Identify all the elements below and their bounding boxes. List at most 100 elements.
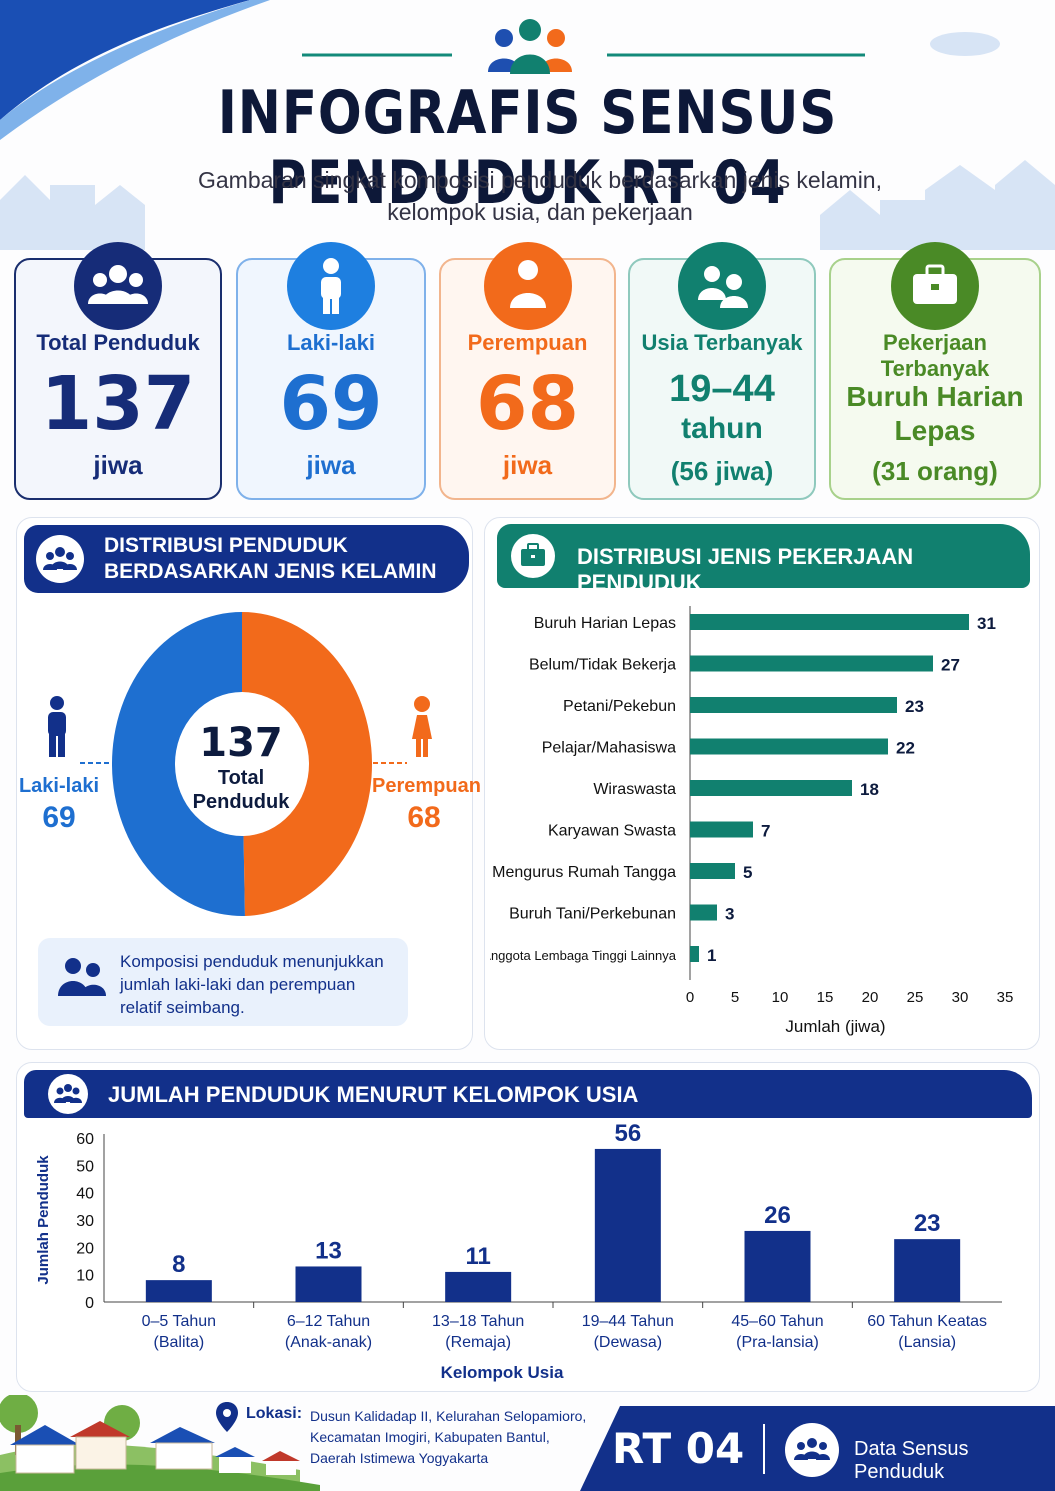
footer-banner: [580, 1406, 1055, 1491]
job-bar: [690, 655, 933, 672]
card-value: 19–44: [669, 368, 775, 410]
footer-decoration: [0, 1395, 320, 1491]
donut-center-label-1: Total: [217, 767, 265, 789]
job-category-label: Anggota Lembaga Tinggi Lainnya: [490, 948, 677, 963]
card-label: Usia Terbanyak: [641, 330, 803, 355]
briefcase-icon: [891, 242, 979, 330]
card-unit: jiwa: [502, 450, 553, 480]
job-category-label: Belum/Tidak Bekerja: [529, 657, 676, 674]
age-card: Usia Terbanyak 19–44 tahun (56 jiwa): [628, 242, 816, 500]
card-label: Total Penduduk: [36, 330, 200, 355]
card-unit: jiwa: [306, 450, 356, 480]
age-bar: [744, 1230, 811, 1302]
age-category-sublabel: (Balita): [153, 1334, 204, 1351]
job-category-label: Buruh Tani/Perkebunan: [509, 906, 676, 923]
job-bar: [690, 821, 753, 838]
job-x-tick: 35: [997, 989, 1014, 1006]
card-value: 137: [40, 361, 196, 447]
job-x-tick: 20: [862, 989, 879, 1006]
male-legend: Laki-laki 69: [16, 775, 102, 838]
donut-slice-female: [242, 612, 372, 916]
age-y-tick: 30: [76, 1213, 94, 1230]
briefcase-icon: [511, 534, 555, 578]
age-bar: [295, 1266, 362, 1302]
job-bar: [690, 863, 735, 879]
job-bar: [690, 614, 969, 630]
age-category-label: 19–44 Tahun: [582, 1313, 674, 1330]
job-bar-value: 3: [725, 905, 734, 924]
location-label: Lokasi:: [246, 1405, 303, 1422]
age-y-tick: 40: [76, 1186, 94, 1203]
card-value-unit: tahun: [681, 412, 763, 445]
age-category-sublabel: (Anak-anak): [285, 1334, 372, 1351]
age-panel-title: JUMLAH PENDUDUK MENURUT KELOMPOK USIA: [108, 1082, 639, 1107]
age-bar-value: 8: [172, 1251, 185, 1278]
job-x-tick: 30: [952, 989, 969, 1006]
job-card: Pekerjaan Terbanyak Buruh Harian Lepas (…: [829, 242, 1041, 500]
job-bar-value: 22: [896, 739, 915, 758]
age-y-tick: 20: [76, 1240, 94, 1257]
job-bar: [690, 738, 888, 755]
job-bar-value: 23: [905, 697, 924, 716]
job-bar-value: 7: [761, 822, 770, 841]
job-bar-value: 31: [977, 614, 996, 633]
job-x-tick: 0: [686, 989, 694, 1006]
card-value-line2: Lepas: [894, 415, 976, 446]
female-card: Perempuan 68 jiwa: [439, 242, 616, 500]
job-category-label: Wiraswasta: [593, 781, 676, 798]
age-y-tick: 50: [76, 1158, 94, 1175]
footer-rt: RT 04: [612, 1424, 745, 1473]
female-legend: Perempuan 68: [372, 775, 481, 838]
age-category-label: 13–18 Tahun: [432, 1313, 524, 1330]
job-panel-title: DISTRIBUSI JENIS PEKERJAAN PENDUDUK: [577, 544, 914, 595]
age-bar-chart: 0 10 20 30 40 50 60 Jumlah Penduduk 8 0–5 Tahun (B…: [35, 1120, 1002, 1382]
age-bar: [894, 1239, 961, 1302]
page-subtitle: Gambaran singkat komposisi penduduk berd…: [198, 167, 882, 225]
card-unit: jiwa: [93, 450, 143, 480]
job-panel-header: DISTRIBUSI JENIS PEKERJAAN PENDUDUK: [497, 524, 1030, 595]
card-label: Laki-laki: [286, 330, 376, 355]
job-bar-value: 27: [941, 656, 960, 675]
job-bar-value: 18: [860, 780, 879, 799]
gender-note-line3: relatif seimbang.: [120, 998, 245, 1017]
age-y-tick: 0: [85, 1295, 94, 1312]
age-y-tick: 10: [76, 1268, 94, 1285]
age-bar-value: 13: [315, 1237, 342, 1264]
female-legend-label: Perempuan: [372, 775, 481, 797]
male-legend-label: Laki-laki: [18, 775, 100, 797]
male-connector: [80, 762, 112, 764]
male-person-icon: [48, 696, 66, 757]
male-card: Laki-laki 69 jiwa: [236, 242, 426, 500]
job-x-tick: 25: [907, 989, 924, 1006]
age-bar-value: 11: [465, 1243, 490, 1270]
job-x-tick: 5: [731, 989, 739, 1006]
gender-note-line2: jumlah laki-laki dan perempuan: [120, 975, 356, 994]
female-person-icon: [483, 242, 572, 330]
group-icon: [74, 242, 162, 330]
male-person-icon: [287, 242, 375, 330]
age-y-tick: 60: [76, 1131, 94, 1148]
job-category-label: Buruh Harian Lepas: [534, 615, 676, 632]
header-decoration: [0, 0, 1055, 250]
donut-center-label-2: Penduduk: [192, 791, 290, 813]
gender-panel-title-line1: DISTRIBUSI PENDUDUK: [104, 534, 348, 557]
card-value: Buruh Harian: [846, 381, 1024, 412]
group-people-icon: [488, 19, 572, 74]
male-legend-value: 69: [42, 801, 76, 834]
job-category-label: Karyawan Swasta: [548, 823, 676, 840]
gender-panel-title-line2: BERDASARKAN JENIS KELAMIN: [104, 560, 437, 583]
age-panel-header: JUMLAH PENDUDUK MENURUT KELOMPOK USIA: [24, 1070, 1032, 1118]
job-bar-value: 5: [743, 863, 752, 882]
card-label: Pekerjaan Terbanyak: [880, 330, 990, 381]
card-note: (56 jiwa): [670, 456, 774, 486]
age-category-sublabel: (Remaja): [445, 1334, 511, 1351]
job-bar: [690, 904, 717, 921]
donut-center-value: 137: [199, 720, 283, 766]
age-bar-value: 26: [764, 1202, 791, 1229]
age-x-axis-label: Kelompok Usia: [441, 1363, 564, 1382]
job-bar-value: 1: [707, 946, 716, 965]
age-category-sublabel: (Dewasa): [594, 1334, 662, 1351]
age-bar-value: 56: [614, 1120, 641, 1147]
job-category-label: Mengurus Rumah Tangga: [492, 864, 676, 881]
